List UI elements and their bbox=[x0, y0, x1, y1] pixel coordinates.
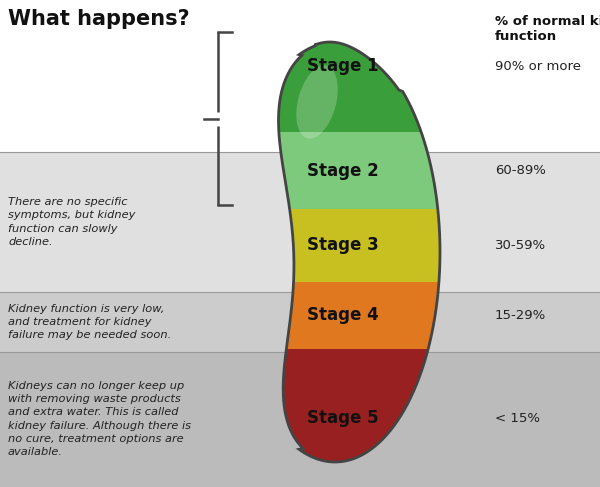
Bar bbox=[0, 152, 600, 292]
Ellipse shape bbox=[296, 65, 338, 139]
Text: 30-59%: 30-59% bbox=[495, 239, 546, 252]
Bar bbox=[0, 0, 600, 152]
Text: There are no specific
symptoms, but kidney
function can slowly
decline.: There are no specific symptoms, but kidn… bbox=[8, 197, 136, 247]
Bar bbox=[0, 282, 600, 349]
Bar bbox=[0, 132, 600, 209]
Text: What happens?: What happens? bbox=[8, 9, 190, 29]
PathPatch shape bbox=[278, 42, 440, 462]
Text: Stage 1: Stage 1 bbox=[307, 57, 379, 75]
Text: 60-89%: 60-89% bbox=[495, 164, 546, 177]
Text: Stage 5: Stage 5 bbox=[307, 409, 379, 427]
PathPatch shape bbox=[278, 42, 440, 462]
Text: 15-29%: 15-29% bbox=[495, 309, 546, 322]
Bar bbox=[0, 209, 600, 282]
Text: Stage 4: Stage 4 bbox=[307, 306, 379, 324]
PathPatch shape bbox=[278, 42, 440, 462]
Bar bbox=[0, 0, 600, 132]
PathPatch shape bbox=[278, 42, 440, 462]
Bar bbox=[0, 352, 600, 487]
Text: Kidneys can no longer keep up
with removing waste products
and extra water. This: Kidneys can no longer keep up with remov… bbox=[8, 381, 191, 457]
Bar bbox=[0, 349, 600, 487]
Text: Stage 3: Stage 3 bbox=[307, 237, 379, 255]
Bar bbox=[0, 292, 600, 352]
Text: Kidney function is very low,
and treatment for kidney
failure may be needed soon: Kidney function is very low, and treatme… bbox=[8, 304, 171, 340]
Text: < 15%: < 15% bbox=[495, 412, 540, 425]
Text: % of normal kidney
function: % of normal kidney function bbox=[495, 15, 600, 43]
Text: Stage 2: Stage 2 bbox=[307, 162, 379, 180]
Text: 90% or more: 90% or more bbox=[495, 59, 581, 73]
PathPatch shape bbox=[278, 42, 440, 462]
